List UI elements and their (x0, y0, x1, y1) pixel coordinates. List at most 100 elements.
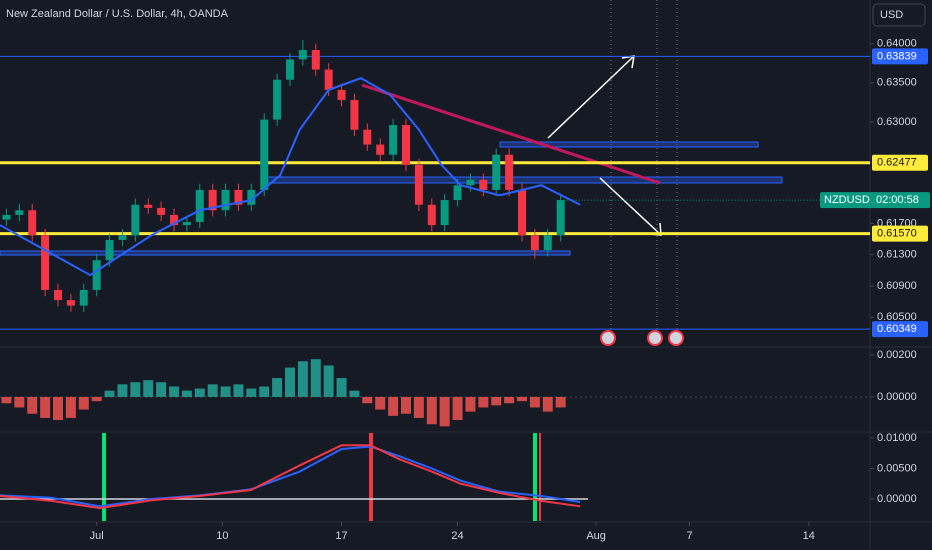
x-tick-label: 14 (803, 530, 815, 542)
price-level-label: 0.62477 (877, 157, 917, 169)
y-tick-label: 0.61300 (877, 249, 917, 261)
histogram-bar (310, 359, 321, 397)
y-tick-label: 0.00200 (877, 349, 917, 361)
candle-body (260, 119, 269, 190)
candle-body (518, 189, 526, 236)
candle-body (543, 235, 552, 251)
price-level-box (872, 48, 928, 65)
candle-body (182, 221, 191, 226)
moving-average (0, 77, 581, 277)
y-tick-label: 0.64000 (877, 38, 917, 50)
event-icon[interactable] (668, 330, 684, 346)
drawings (0, 0, 783, 521)
histogram-bar (439, 396, 450, 427)
histogram-bar (336, 378, 347, 397)
candle-body (273, 79, 282, 120)
x-tick-label: Jul (90, 530, 104, 542)
candle-body (286, 59, 294, 80)
histogram-bar (426, 396, 437, 425)
zone (499, 141, 759, 148)
candle-body (453, 185, 462, 201)
price-level-box (872, 225, 928, 242)
histogram-bar (529, 396, 540, 408)
candle-body (118, 235, 127, 240)
candle-body (402, 125, 410, 165)
histogram-bar (401, 396, 411, 414)
candle-body (195, 189, 204, 222)
event-icon[interactable] (647, 330, 663, 346)
candle-body (427, 204, 436, 226)
histogram-bar (388, 396, 399, 416)
price-level-box (872, 154, 928, 171)
candle-body (170, 214, 178, 226)
candle-body (389, 125, 398, 155)
histogram-bar (323, 365, 334, 397)
candle-body (311, 50, 320, 70)
candle-body (530, 235, 539, 251)
candle-body (492, 154, 501, 190)
candle-body (324, 69, 333, 90)
candle-body (2, 214, 11, 220)
candle-body (363, 129, 372, 145)
histogram-bar (1, 396, 12, 404)
zone (0, 250, 571, 256)
candle-body (92, 260, 101, 290)
symbol: NZDUSD (824, 194, 870, 206)
arrow (599, 177, 661, 235)
y-tick-label: 0.00000 (877, 493, 917, 505)
candle-body (28, 210, 37, 236)
histogram-bar (555, 396, 566, 408)
y-tick-label: 0.60500 (877, 311, 917, 323)
histogram-bar (53, 396, 63, 421)
y-tick-label: 0.01000 (877, 432, 917, 444)
candle-body (54, 289, 62, 301)
histogram-bar (375, 396, 386, 410)
candle-body (337, 89, 346, 101)
price-level-box (872, 321, 928, 338)
candle-body (234, 189, 243, 205)
chart-title: New Zealand Dollar / U.S. Dollar, 4h, OA… (6, 8, 229, 20)
histogram-bar (14, 396, 25, 408)
price-level-label: 0.61570 (877, 228, 917, 240)
oscillator-line (0, 444, 581, 510)
histogram-bar (413, 396, 424, 418)
histogram-bar (194, 388, 205, 397)
histogram-bar (246, 388, 257, 397)
x-tick-label: 17 (335, 530, 347, 542)
currency-button[interactable] (872, 3, 926, 27)
candle-body (247, 189, 256, 205)
candle-body (105, 239, 114, 261)
histogram-bar (104, 390, 115, 397)
histogram-bar (40, 396, 51, 418)
candle-body (66, 300, 75, 306)
candle-body (15, 210, 24, 215)
last-price-tag (820, 192, 930, 209)
event-icon[interactable] (600, 330, 616, 346)
histogram-bar (65, 396, 76, 418)
histogram-bar (117, 384, 128, 397)
candle-body (131, 204, 140, 236)
histogram-bar (465, 396, 476, 412)
candle-body (144, 204, 153, 208)
histogram-bar (78, 396, 89, 410)
currency: USD (880, 9, 903, 21)
candle-body (505, 154, 514, 190)
candle-body (440, 200, 449, 226)
candle-body (298, 50, 307, 60)
candle-body (208, 189, 217, 211)
histogram-bar (478, 396, 489, 408)
candle-body (221, 189, 230, 211)
histogram-bar (504, 396, 515, 404)
histogram-bar (362, 396, 373, 404)
x-tick-label: 24 (451, 530, 463, 542)
x-tick-label: 10 (216, 530, 228, 542)
price-level-label: 0.63839 (877, 50, 917, 62)
candle-body (350, 100, 359, 130)
zone (264, 176, 783, 184)
histogram-bar (181, 390, 192, 397)
histogram-bar (285, 367, 295, 397)
histogram-bar (27, 396, 38, 414)
oscillator-line (0, 445, 581, 508)
